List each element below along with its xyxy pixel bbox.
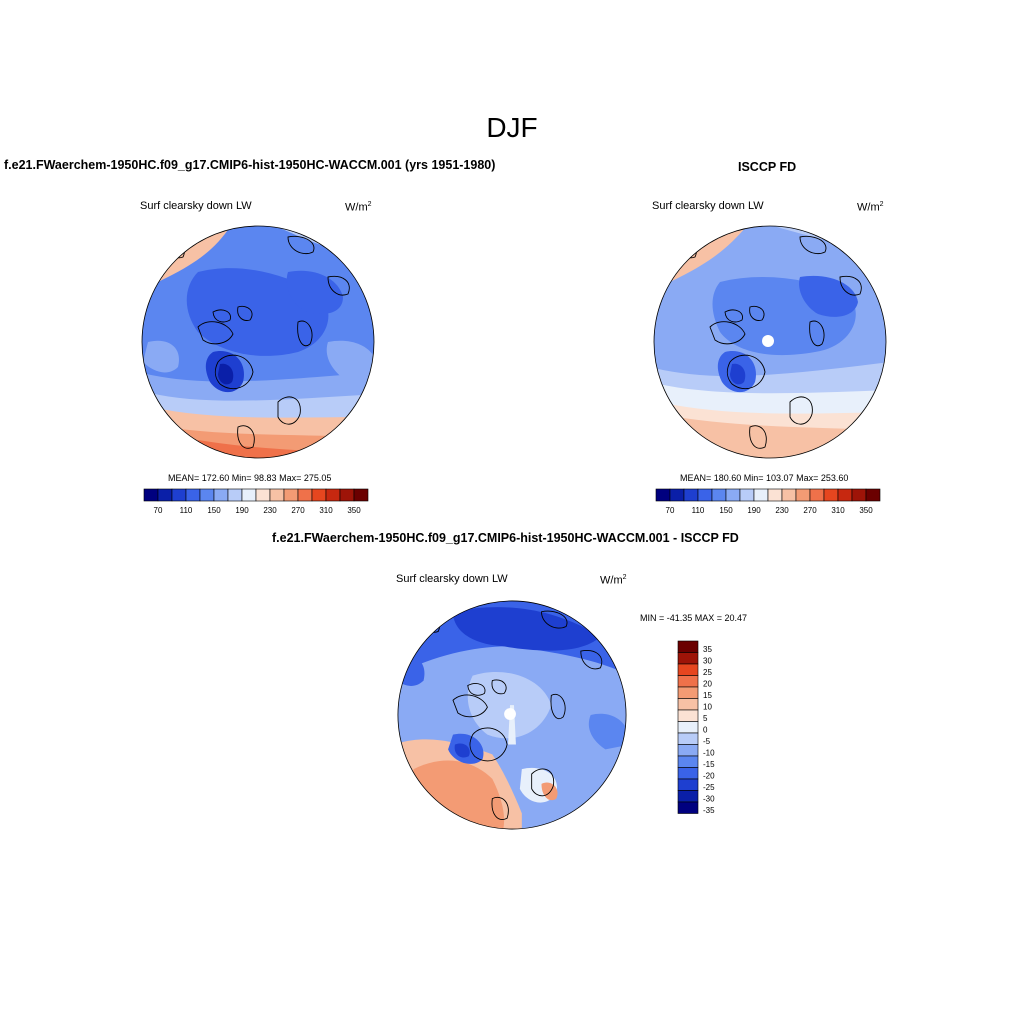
colorbar-box [297,488,313,502]
panel3-colorbar: 35 30 25 20 15 10 5 0 -5 -10 -15 -20 -25 -30 -35 [677,640,715,815]
colorbar-box [255,488,271,502]
colorbar-box [143,488,159,502]
colorbar-box [725,488,741,502]
colorbar-box [865,488,881,502]
colorbar-tick-label: 190 [747,506,761,515]
colorbar-tick-label: 20 [703,680,712,689]
colorbar-box [339,488,355,502]
colorbar-box [739,488,755,502]
colorbar-box [185,488,201,502]
colorbar-box [669,488,685,502]
colorbar-box [283,488,299,502]
colorbar-box [851,488,867,502]
panel1-title: f.e21.FWaerchem-1950HC.f09_g17.CMIP6-his… [4,158,496,172]
colorbar-box [823,488,839,502]
colorbar-box [683,488,699,502]
panel3-title: f.e21.FWaerchem-1950HC.f09_g17.CMIP6-his… [272,531,739,545]
colorbar-box [809,488,825,502]
colorbar-box [325,488,341,502]
colorbar-box [241,488,257,502]
colorbar-tick-label: 110 [180,506,193,515]
colorbar-tick-label: 70 [666,506,675,515]
colorbar-box [677,709,699,722]
colorbar-box [655,488,671,502]
colorbar-tick-label: -25 [703,783,715,792]
colorbar-tick-label: 5 [703,714,708,723]
colorbar-box [677,640,699,653]
colorbar-box [677,755,699,768]
panel1-stats: MEAN= 172.60 Min= 98.83 Max= 275.05 [168,473,332,483]
colorbar-box [269,488,285,502]
colorbar-box [677,698,699,711]
colorbar-tick-label: 25 [703,668,712,677]
colorbar-box [677,686,699,699]
colorbar-tick-label: 190 [235,506,249,515]
colorbar-box [677,652,699,665]
colorbar-box [677,675,699,688]
figure-title: DJF [486,112,538,143]
panel2-variable-label: Surf clearsky down LW [652,200,764,212]
colorbar-tick-label: 270 [803,506,817,515]
colorbar-tick-label: 350 [347,506,361,515]
colorbar-box [213,488,229,502]
panel3-stats: MIN = -41.35 MAX = 20.47 [640,613,748,623]
colorbar-tick-label: 30 [703,657,712,666]
colorbar-box [753,488,769,502]
panel1-polar-map [141,225,375,459]
colorbar-tick-label: -30 [703,795,715,804]
panel2-units: W/m2 [857,201,884,214]
colorbar-box [171,488,187,502]
panel1-units: W/m2 [345,201,372,214]
panel2-polar-map [653,225,887,459]
panel3-polar-map [397,600,627,830]
colorbar-tick-label: 150 [719,506,733,515]
colorbar-box [837,488,853,502]
colorbar-box [677,663,699,676]
colorbar-box [677,767,699,780]
colorbar-box [697,488,713,502]
colorbar-tick-label: -5 [703,737,711,746]
panel3-units: W/m2 [600,574,627,587]
colorbar-box [157,488,173,502]
colorbar-box [199,488,215,502]
panel2-title: ISCCP FD [738,160,797,174]
colorbar-tick-label: 70 [154,506,163,515]
colorbar-box [677,801,699,814]
colorbar-tick-label: 0 [703,726,708,735]
colorbar-box [227,488,243,502]
colorbar-tick-label: 35 [703,645,712,654]
colorbar-box [795,488,811,502]
colorbar-tick-label: 270 [291,506,305,515]
panel3-variable-label: Surf clearsky down LW [396,573,508,585]
colorbar-tick-label: 10 [703,703,712,712]
colorbar-box [767,488,783,502]
panel2-colorbar: 70 110 150 190 230 270 310 350 [655,488,881,515]
colorbar-box [677,790,699,803]
colorbar-box [781,488,797,502]
colorbar-tick-label: -15 [703,760,715,769]
panel1-colorbar: 70 110 150 190 230 270 310 350 [143,488,369,515]
colorbar-tick-label: 230 [775,506,789,515]
colorbar-box [353,488,369,502]
colorbar-tick-label: 15 [703,691,712,700]
colorbar-tick-label: 150 [207,506,221,515]
colorbar-tick-label: -10 [703,749,715,758]
colorbar-tick-label: -35 [703,806,715,815]
colorbar-box [677,732,699,745]
colorbar-tick-label: 110 [692,506,705,515]
colorbar-box [311,488,327,502]
colorbar-tick-label: 310 [319,506,333,515]
colorbar-tick-label: 350 [859,506,873,515]
colorbar-tick-label: 230 [263,506,277,515]
colorbar-box [711,488,727,502]
colorbar-box [677,778,699,791]
panel1-variable-label: Surf clearsky down LW [140,200,252,212]
colorbar-box [677,744,699,757]
panel2-stats: MEAN= 180.60 Min= 103.07 Max= 253.60 [680,473,849,483]
colorbar-tick-label: 310 [831,506,845,515]
colorbar-box [677,721,699,734]
colorbar-tick-label: -20 [703,772,715,781]
